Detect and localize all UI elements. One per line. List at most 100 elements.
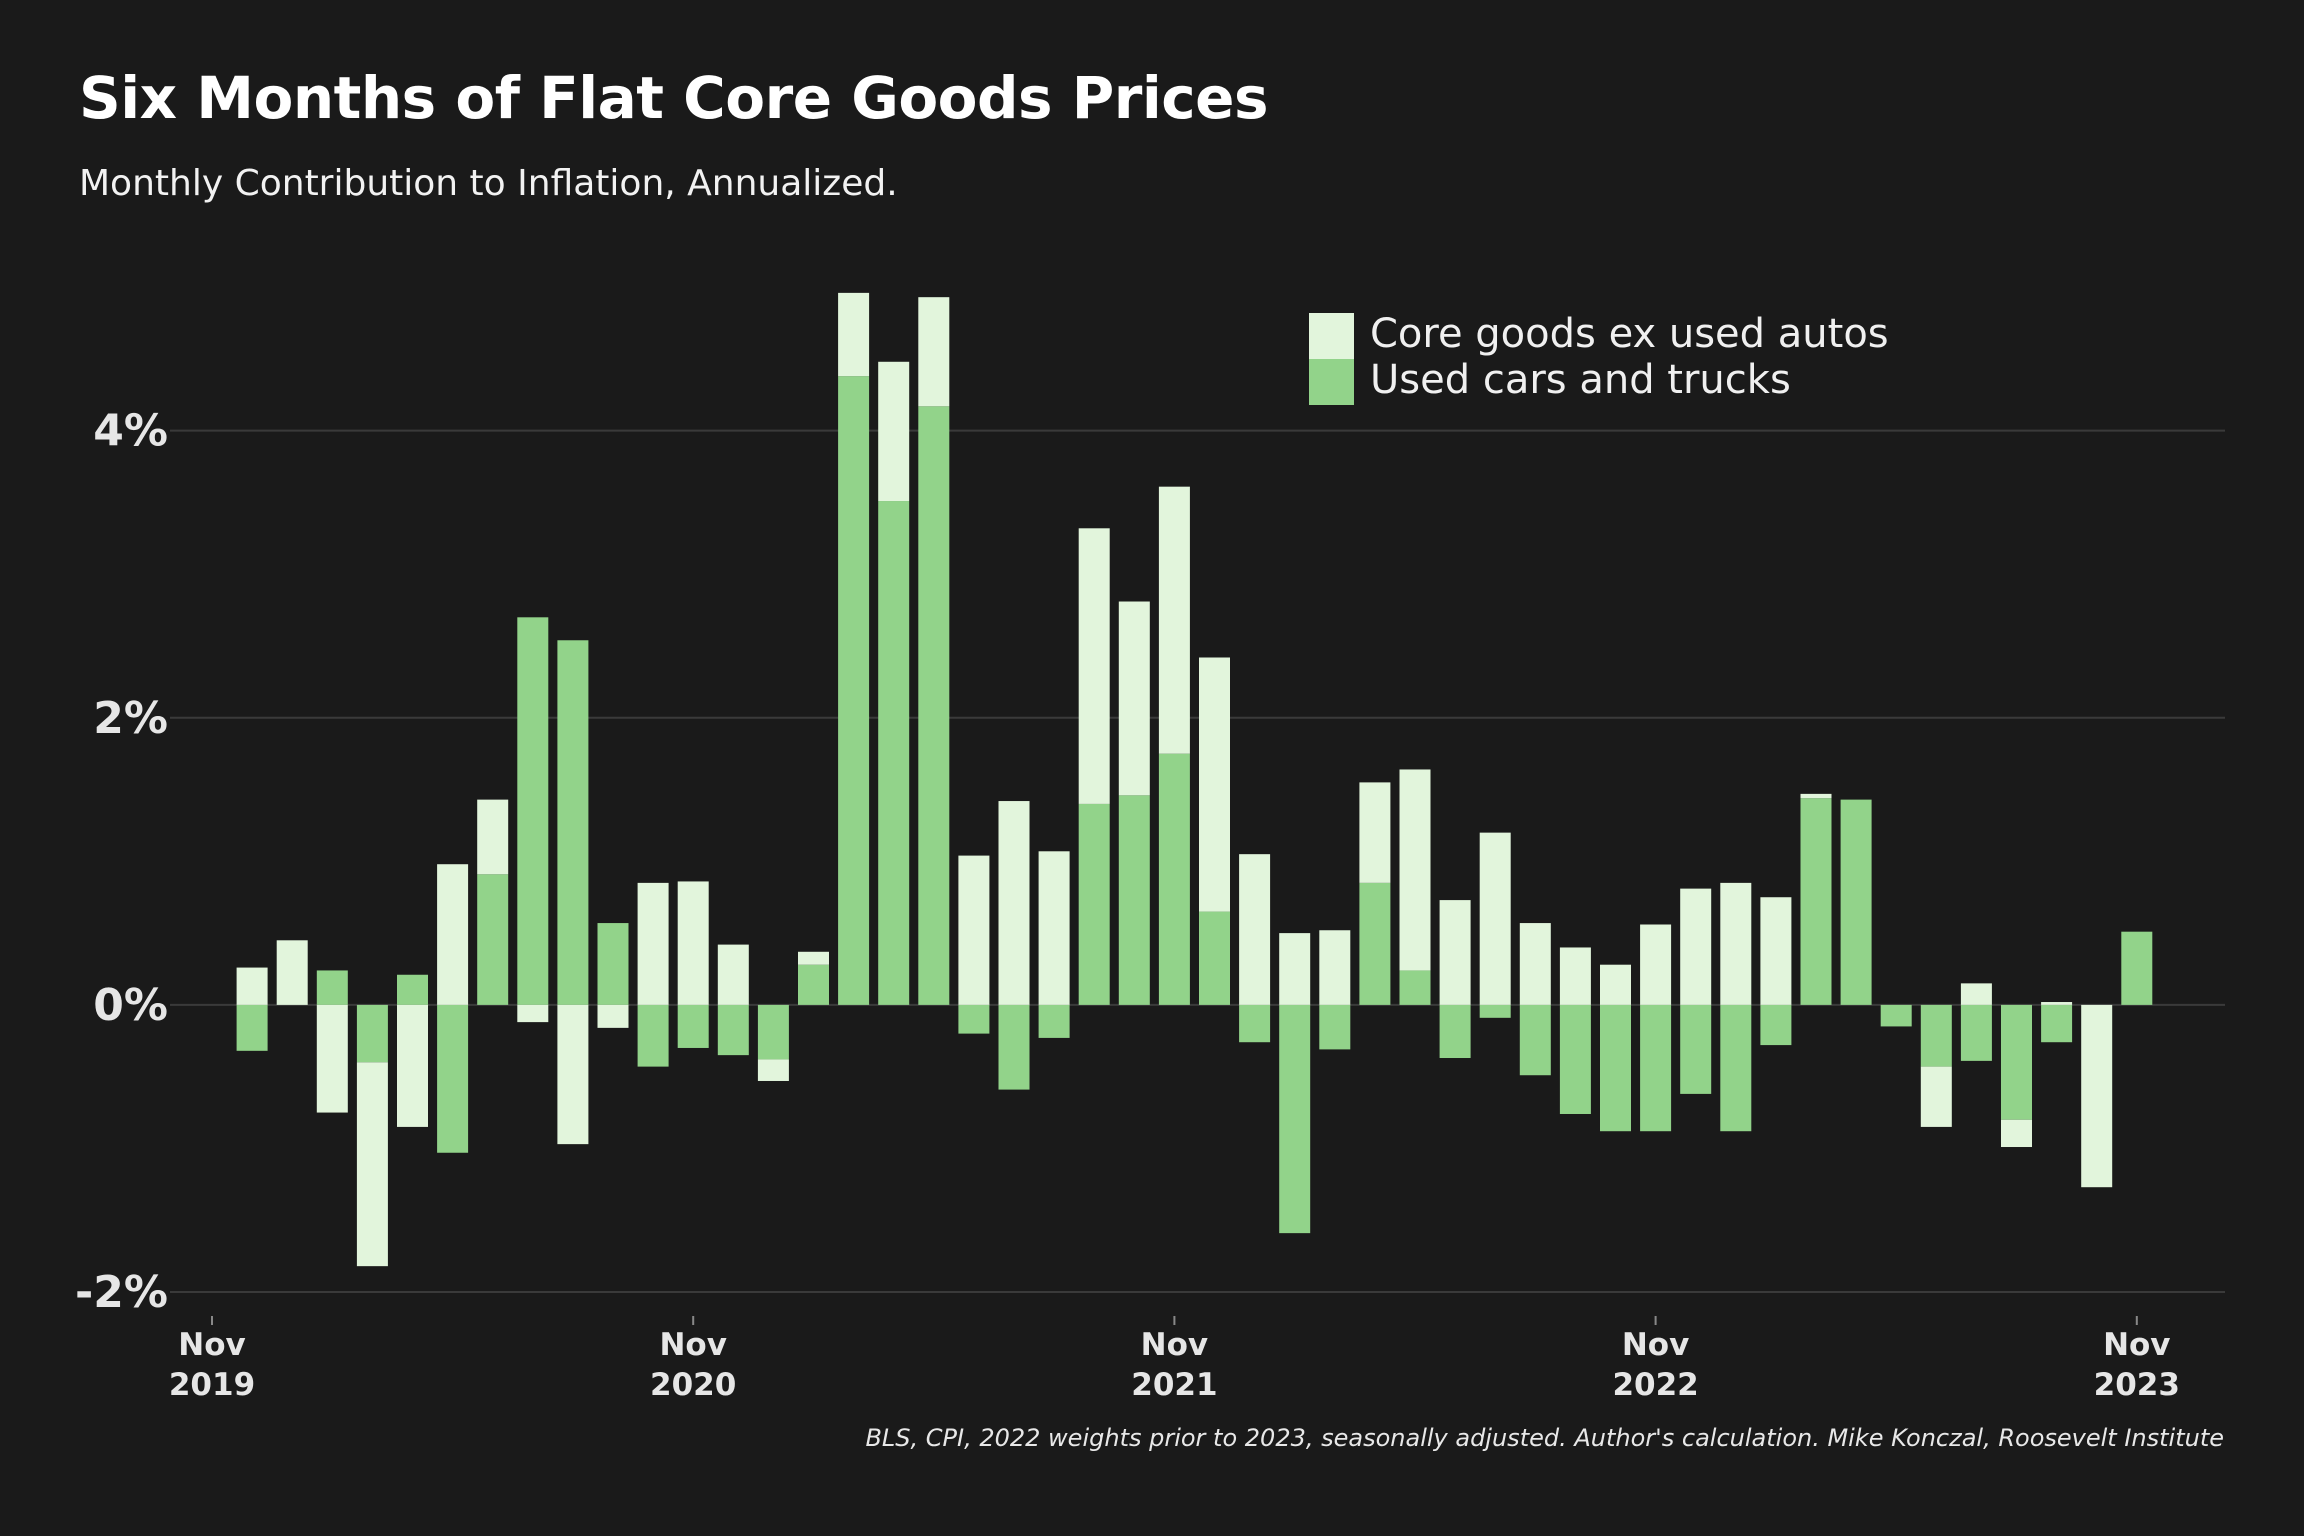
bar-used-cars — [717, 1004, 749, 1056]
bar-core-goods — [1479, 832, 1511, 1005]
legend-label: Core goods ex used autos — [1370, 311, 1889, 357]
bar-core-goods — [1078, 528, 1110, 804]
x-axis: Nov 2019 Nov 2020 Nov 2021 Nov 2022 Nov 2023 — [169, 1316, 2180, 1403]
x-tick-label-year: 2023 — [2094, 1367, 2180, 1403]
bar-used-cars — [397, 974, 428, 1005]
bar-used-cars — [557, 640, 589, 1005]
bar-core-goods — [1239, 854, 1271, 1005]
bar-core-goods — [1920, 1066, 1952, 1127]
bar-core-goods — [477, 799, 509, 875]
bar-core-goods — [316, 1004, 348, 1113]
bar-core-goods — [878, 361, 910, 502]
y-tick-label: 0% — [93, 980, 168, 1031]
bar-used-cars — [998, 1004, 1030, 1090]
bar-core-goods — [1960, 983, 1992, 1005]
bar-core-goods — [637, 882, 669, 1005]
bar-core-goods — [1680, 888, 1712, 1005]
bar-used-cars — [2041, 1004, 2073, 1043]
y-tick-label: 4% — [93, 406, 168, 457]
bar-core-goods — [1399, 769, 1431, 971]
bar-core-goods — [757, 1059, 789, 1081]
bar-core-goods — [1038, 851, 1070, 1005]
bar-core-goods — [838, 292, 870, 377]
x-tick-label-year: 2020 — [650, 1367, 736, 1403]
x-tick-label-month: Nov — [1141, 1327, 1208, 1363]
bar-core-goods — [557, 1004, 589, 1145]
bar-used-cars — [1078, 803, 1110, 1005]
bar-used-cars — [757, 1004, 789, 1060]
bar-used-cars — [2121, 931, 2153, 1005]
bar-core-goods — [798, 951, 829, 965]
bar-used-cars — [1800, 798, 1832, 1005]
legend-swatch — [1309, 359, 1354, 405]
bar-core-goods — [276, 940, 308, 1005]
bar-used-cars — [2001, 1004, 2032, 1120]
bar-core-goods — [1640, 924, 1672, 1005]
legend-label: Used cars and trucks — [1370, 357, 1791, 403]
bar-used-cars — [1960, 1004, 1992, 1061]
bar-used-cars — [477, 874, 509, 1005]
bars — [236, 292, 2153, 1267]
bar-used-cars — [1840, 799, 1872, 1005]
bar-used-cars — [1439, 1004, 1471, 1059]
bar-core-goods — [1199, 657, 1230, 912]
bar-core-goods — [1279, 933, 1311, 1005]
bar-core-goods — [236, 967, 268, 1005]
bar-used-cars — [838, 376, 870, 1005]
bar-used-cars — [236, 1004, 268, 1051]
bar-used-cars — [1600, 1004, 1631, 1132]
bar-core-goods — [1519, 923, 1551, 1005]
bar-used-cars — [1038, 1004, 1070, 1038]
y-tick-label: -2% — [75, 1267, 168, 1318]
bar-used-cars — [1239, 1004, 1271, 1043]
bar-core-goods — [1158, 486, 1190, 754]
bar-used-cars — [437, 1004, 469, 1153]
bar-used-cars — [1359, 882, 1391, 1005]
bar-used-cars — [1158, 753, 1190, 1005]
bar-used-cars — [1680, 1004, 1712, 1094]
bar-core-goods — [597, 1004, 629, 1028]
bar-core-goods — [1439, 900, 1471, 1005]
legend-swatch — [1309, 313, 1354, 359]
x-tick-label-year: 2022 — [1612, 1367, 1698, 1403]
bar-core-goods — [517, 1004, 549, 1023]
bar-used-cars — [1880, 1004, 1912, 1027]
chart-title: Six Months of Flat Core Goods Prices — [79, 64, 1268, 132]
source-note: BLS, CPI, 2022 weights prior to 2023, se… — [865, 1424, 2224, 1452]
x-tick-label-month: Nov — [659, 1327, 726, 1363]
bar-core-goods — [2001, 1119, 2032, 1148]
chart-subtitle: Monthly Contribution to Inflation, Annua… — [79, 163, 898, 204]
bar-core-goods — [397, 1004, 428, 1127]
bar-used-cars — [356, 1004, 388, 1063]
bar-used-cars — [1319, 1004, 1351, 1050]
x-tick-label-month: Nov — [2103, 1327, 2170, 1363]
bar-core-goods — [1319, 930, 1351, 1005]
bar-core-goods — [1118, 601, 1150, 796]
bar-used-cars — [1199, 911, 1230, 1005]
bar-core-goods — [1559, 947, 1591, 1005]
bar-core-goods — [1600, 964, 1631, 1005]
bar-core-goods — [677, 881, 709, 1005]
bar-core-goods — [437, 864, 469, 1005]
bar-used-cars — [1640, 1004, 1672, 1132]
bar-used-cars — [878, 501, 910, 1005]
bar-used-cars — [958, 1004, 990, 1034]
bar-used-cars — [1479, 1004, 1511, 1018]
bar-used-cars — [1559, 1004, 1591, 1114]
x-tick-label-month: Nov — [178, 1327, 245, 1363]
bar-core-goods — [2081, 1004, 2113, 1188]
bar-used-cars — [1399, 970, 1431, 1005]
bar-core-goods — [1800, 793, 1832, 799]
bar-used-cars — [1118, 795, 1150, 1005]
bar-used-cars — [1519, 1004, 1551, 1076]
x-tick-label-year: 2019 — [169, 1367, 255, 1403]
bar-core-goods — [2041, 1002, 2073, 1005]
bar-core-goods — [958, 855, 990, 1005]
y-tick-label: 2% — [93, 693, 168, 744]
bar-used-cars — [517, 617, 549, 1005]
bar-used-cars — [1720, 1004, 1752, 1132]
bar-used-cars — [597, 923, 629, 1005]
bar-used-cars — [316, 970, 348, 1005]
